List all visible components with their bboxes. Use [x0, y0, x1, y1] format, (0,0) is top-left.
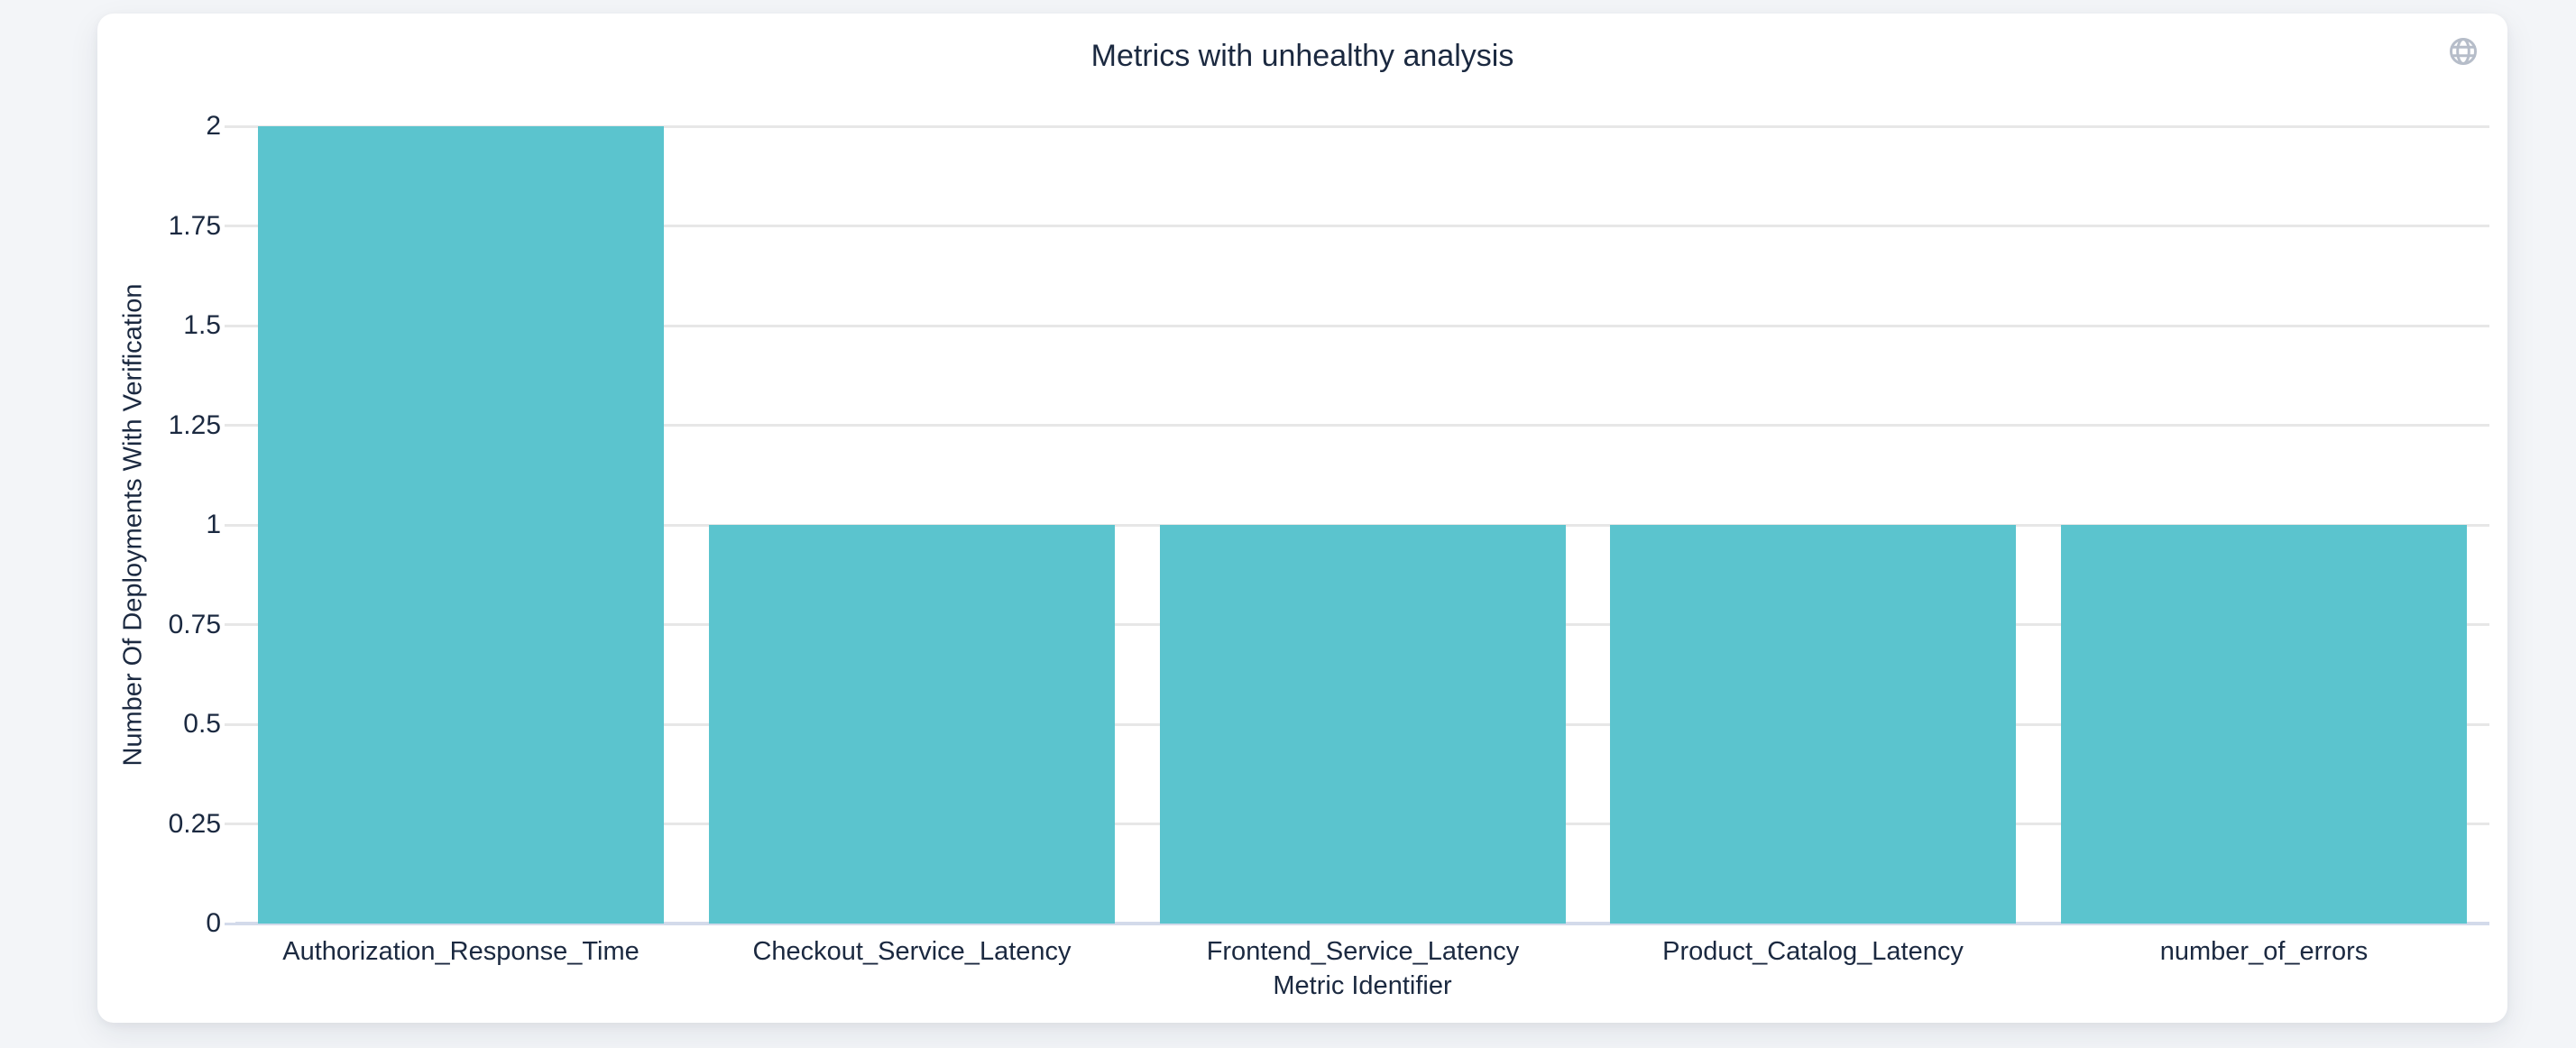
y-tick-label: 1 [206, 510, 221, 539]
y-tick-mark [225, 524, 235, 527]
bar [2061, 525, 2467, 924]
y-gridline [235, 125, 2489, 128]
x-tick-label: Checkout_Service_Latency [752, 937, 1072, 966]
x-tick-label: number_of_errors [2159, 937, 2369, 966]
y-tick-label: 2 [206, 111, 221, 141]
y-tick-mark [225, 424, 235, 427]
y-tick-label: 0.25 [168, 809, 221, 839]
y-tick-label: 1.25 [168, 410, 221, 440]
x-tick-label: Product_Catalog_Latency [1662, 937, 1964, 966]
y-tick-label: 0 [206, 908, 221, 938]
bar [258, 126, 664, 924]
bar [1160, 525, 1566, 924]
chart-card: Metrics with unhealthy analysis Number O… [97, 14, 2507, 1023]
y-tick-mark [225, 623, 235, 626]
y-tick-mark [225, 923, 235, 925]
y-tick-label: 0.5 [183, 709, 221, 739]
x-axis-title: Metric Identifier [1273, 971, 1452, 1000]
bar [1610, 525, 2016, 924]
y-tick-mark [225, 225, 235, 227]
y-tick-mark [225, 125, 235, 128]
globe-icon[interactable] [2447, 35, 2479, 68]
y-tick-mark [225, 325, 235, 327]
y-gridline [235, 325, 2489, 327]
y-gridline [235, 424, 2489, 427]
x-tick-label: Frontend_Service_Latency [1206, 937, 1520, 966]
y-gridline [235, 225, 2489, 227]
y-tick-mark [225, 823, 235, 825]
y-tick-label: 0.75 [168, 610, 221, 639]
y-tick-mark [225, 723, 235, 726]
x-axis-line [235, 922, 2489, 925]
y-tick-label: 1.75 [168, 211, 221, 241]
chart-title: Metrics with unhealthy analysis [1090, 39, 1514, 73]
x-tick-label: Authorization_Response_Time [282, 937, 639, 966]
bar [709, 525, 1115, 924]
y-tick-label: 1.5 [183, 310, 221, 340]
